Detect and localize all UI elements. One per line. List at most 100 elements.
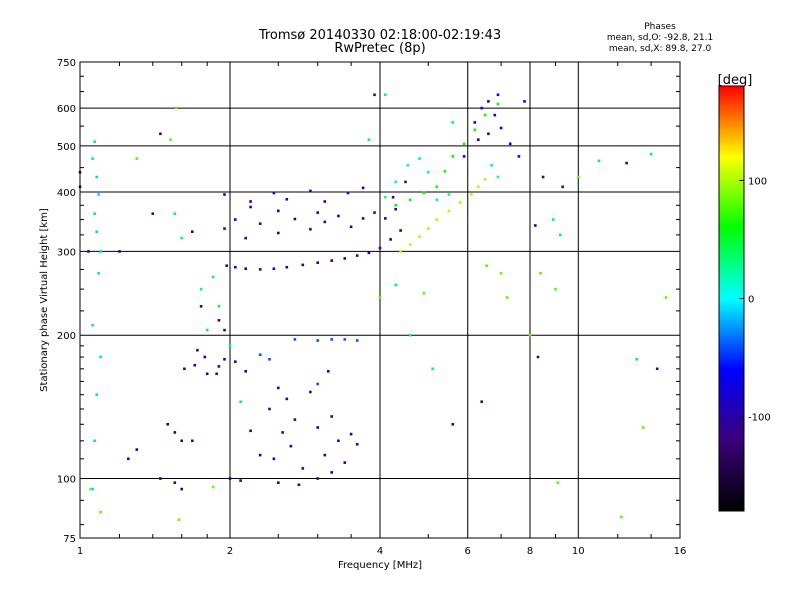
data-point: [196, 348, 199, 352]
data-point: [135, 448, 139, 451]
x-tick-label: 6: [465, 546, 471, 557]
data-point: [285, 265, 289, 269]
chart-title: Tromsø 20140330 02:18:00-02:19:43: [258, 28, 502, 43]
data-point: [422, 292, 426, 295]
data-point: [330, 338, 333, 341]
data-point: [91, 323, 94, 327]
data-point: [620, 515, 623, 519]
data-point: [91, 157, 94, 160]
data-point: [127, 457, 130, 461]
data-point: [399, 229, 402, 232]
data-point: [431, 367, 434, 371]
data-point: [173, 481, 177, 484]
data-point: [473, 121, 477, 124]
data-point: [337, 214, 340, 218]
data-point: [249, 205, 252, 209]
data-point: [323, 200, 327, 203]
data-point: [191, 230, 194, 233]
data-point: [435, 218, 439, 221]
data-point: [462, 155, 466, 158]
data-point: [173, 212, 177, 215]
data-point: [406, 164, 410, 167]
data-point: [244, 236, 247, 240]
data-point: [297, 483, 301, 487]
data-point: [272, 267, 276, 270]
data-point: [496, 102, 500, 106]
data-point: [556, 481, 560, 484]
x-tick-label: 4: [377, 546, 383, 557]
data-point: [258, 353, 262, 356]
data-point: [215, 372, 218, 376]
data-point: [166, 423, 169, 426]
data-point: [99, 250, 102, 253]
data-point: [316, 339, 319, 342]
x-tick-label: 10: [572, 546, 585, 557]
data-point: [394, 204, 397, 207]
data-point: [193, 363, 197, 367]
data-point: [373, 211, 376, 214]
data-point: [316, 382, 319, 386]
data-point: [558, 233, 562, 237]
colorbar-tick-label: 100: [748, 176, 767, 187]
data-point: [378, 246, 382, 250]
data-point: [473, 128, 477, 132]
data-point: [367, 138, 371, 141]
data-point: [285, 198, 289, 201]
data-point: [301, 263, 305, 267]
data-point: [97, 271, 100, 275]
data-point: [289, 444, 293, 448]
data-point: [316, 426, 319, 429]
data-point: [223, 227, 226, 230]
data-point: [394, 283, 397, 287]
data-point: [496, 175, 500, 179]
data-point: [309, 390, 312, 394]
data-point: [95, 393, 98, 396]
data-point: [541, 175, 545, 179]
data-point: [551, 218, 555, 221]
data-point: [99, 355, 102, 359]
data-point: [597, 159, 601, 163]
data-point: [483, 113, 487, 117]
data-point: [285, 397, 289, 401]
y-tick-label: 75: [63, 534, 76, 545]
data-point: [493, 113, 497, 117]
data-point: [477, 185, 480, 189]
data-point: [223, 358, 226, 361]
data-point: [361, 217, 365, 220]
data-point: [177, 518, 181, 521]
data-point: [211, 275, 215, 279]
plot-frame: [79, 61, 681, 539]
data-point: [272, 457, 276, 461]
data-point: [361, 186, 365, 190]
x-tick-label: 8: [527, 546, 533, 557]
data-point: [225, 264, 228, 267]
data-point: [174, 106, 178, 110]
data-point: [505, 296, 509, 299]
data-point: [477, 138, 480, 141]
data-point: [199, 287, 203, 291]
data-point: [422, 191, 426, 195]
data-point: [217, 319, 221, 322]
data-point: [459, 201, 462, 204]
data-point: [95, 175, 98, 179]
data-point: [408, 198, 412, 202]
data-point: [316, 261, 319, 264]
data-point: [355, 254, 359, 257]
data-point: [268, 407, 271, 411]
data-point: [427, 170, 430, 174]
data-point: [483, 178, 487, 181]
data-point: [180, 439, 183, 443]
data-point: [323, 453, 327, 457]
data-point: [427, 227, 430, 230]
data-point: [536, 355, 540, 359]
data-point: [635, 358, 638, 361]
data-point: [408, 243, 412, 246]
data-point: [485, 264, 488, 267]
colorbar-label: [deg]: [718, 73, 753, 88]
data-point: [384, 93, 387, 97]
colorbar-tick-label: -100: [748, 413, 771, 424]
data-point: [499, 126, 503, 130]
data-point: [228, 477, 232, 480]
x-tick-label: 2: [227, 546, 233, 557]
data-point: [217, 365, 221, 368]
